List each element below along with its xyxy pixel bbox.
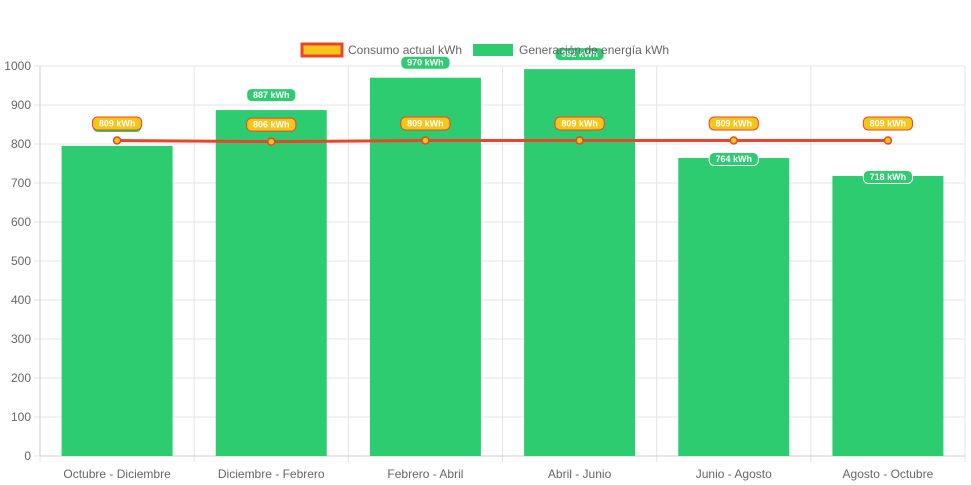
bar-value-label-box xyxy=(554,47,605,62)
x-tick-label: Agosto - Octubre xyxy=(843,467,934,481)
line-series xyxy=(112,136,893,146)
legend-swatch-generacion xyxy=(473,44,513,56)
x-axis: Octubre - Diciembre Diciembre - Febrero Fe… xyxy=(63,467,933,481)
bar-value-label: 992 kWh xyxy=(554,47,605,62)
line-value-label: 809 kWh xyxy=(91,116,143,131)
y-tick-label: 500 xyxy=(11,254,31,268)
x-tick-label: Octubre - Diciembre xyxy=(63,467,171,481)
line-point[interactable] xyxy=(421,136,430,145)
line-value-label-box xyxy=(246,117,297,132)
line-value-label-text: 809 kWh xyxy=(407,118,444,128)
line-value-label-box xyxy=(400,116,451,131)
line-value-label-text: 809 kWh xyxy=(715,118,752,128)
grid xyxy=(34,65,966,462)
legend-swatch-consumo xyxy=(300,42,344,58)
line-value-label-text: 809 kWh xyxy=(561,118,598,128)
line-value-label: 809 kWh xyxy=(862,116,914,131)
bar-value-label-box xyxy=(708,152,759,167)
bar-value-label-box xyxy=(862,169,914,184)
line-value-label-box xyxy=(862,116,914,131)
consumo-line xyxy=(117,138,888,144)
legend-item-generacion[interactable]: Generación de energía kWh xyxy=(473,43,669,57)
legend-label-generacion: Generación de energía kWh xyxy=(519,43,669,57)
bar-value-label-text: 992 kWh xyxy=(561,49,598,59)
y-tick-label: 900 xyxy=(11,98,31,112)
bar-value-label: 718 kWh xyxy=(862,169,914,184)
bar-value-label: 970 kWh xyxy=(400,55,451,70)
bar[interactable] xyxy=(369,77,481,456)
bar-value-label-box xyxy=(400,55,451,70)
bar[interactable] xyxy=(524,69,636,457)
y-axis: 0 100 200 300 400 500 600 700 800 900 1000 xyxy=(4,59,31,463)
line-value-label-text: 806 kWh xyxy=(253,120,290,130)
bar-value-label-box xyxy=(246,88,297,103)
bar-value-label: 764 kWh xyxy=(708,152,759,167)
y-tick-label: 100 xyxy=(11,410,31,424)
legend-label-consumo: Consumo actual kWh xyxy=(348,43,462,57)
bar[interactable] xyxy=(61,145,173,456)
bar[interactable] xyxy=(678,158,790,457)
bar-value-label-text: 718 kWh xyxy=(870,172,907,182)
y-tick-label: 300 xyxy=(11,332,31,346)
line-point[interactable] xyxy=(883,136,893,145)
line-point[interactable] xyxy=(267,137,276,146)
line-value-label-box xyxy=(554,116,605,131)
y-tick-label: 600 xyxy=(11,215,31,229)
line-point[interactable] xyxy=(575,136,584,145)
bar-value-label-text: 970 kWh xyxy=(407,58,444,68)
bar-value-label: 887 kWh xyxy=(246,88,297,103)
legend-item-consumo[interactable]: Consumo actual kWh xyxy=(300,42,462,58)
line-value-label: 809 kWh xyxy=(708,116,759,131)
y-tick-label: 800 xyxy=(11,137,31,151)
line-value-label: 809 kWh xyxy=(400,116,451,131)
y-tick-label: 1000 xyxy=(4,59,31,73)
line-point[interactable] xyxy=(112,136,122,145)
x-tick-label: Abril - Junio xyxy=(548,467,612,481)
bar-value-label-text: 764 kWh xyxy=(715,154,752,164)
y-tick-label: 200 xyxy=(11,371,31,385)
x-tick-label: Febrero - Abril xyxy=(387,467,463,481)
line-point[interactable] xyxy=(729,136,738,145)
line-value-label-box xyxy=(91,116,143,131)
y-tick-label: 0 xyxy=(24,449,31,463)
line-value-label: 809 kWh xyxy=(554,116,605,131)
line-value-label-text: 809 kWh xyxy=(99,118,136,128)
y-tick-label: 700 xyxy=(11,176,31,190)
x-tick-label: Junio - Agosto xyxy=(696,467,772,481)
bar[interactable] xyxy=(832,175,944,457)
y-tick-label: 400 xyxy=(11,293,31,307)
x-tick-label: Diciembre - Febrero xyxy=(218,467,325,481)
line-value-label-box xyxy=(708,116,759,131)
legend[interactable]: Consumo actual kWh Generación de energía… xyxy=(300,42,669,58)
bar-value-label-text: 887 kWh xyxy=(253,90,290,100)
line-value-label-text: 809 kWh xyxy=(870,118,907,128)
line-value-label: 806 kWh xyxy=(246,117,297,132)
bar[interactable] xyxy=(215,110,327,456)
